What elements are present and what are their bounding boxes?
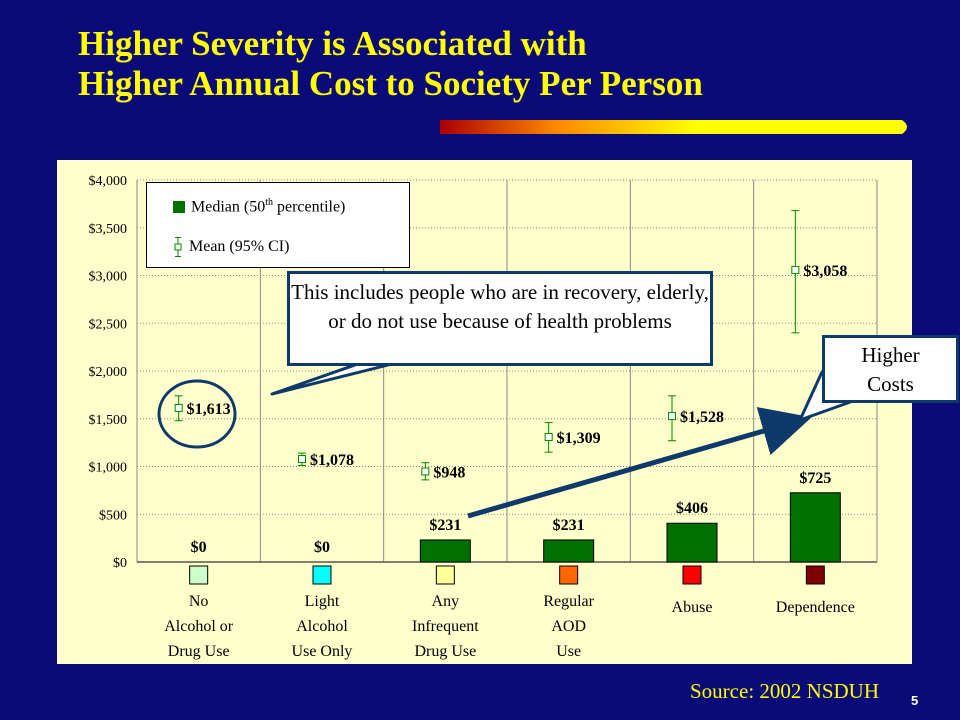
title-line-1: Higher Severity is Associated with bbox=[78, 24, 587, 63]
mean-value-label: $1,613 bbox=[187, 401, 231, 418]
median-value-label: $231 bbox=[553, 517, 585, 534]
y-tick-label: $1,500 bbox=[89, 413, 128, 428]
category-label: Regular bbox=[543, 593, 594, 610]
category-label: AOD bbox=[551, 618, 586, 635]
slide-title: Higher Severity is Associated with Highe… bbox=[78, 24, 703, 104]
source-note: Source: 2002 NSDUH bbox=[690, 679, 879, 703]
category-label: Drug Use bbox=[414, 643, 476, 660]
category-label: Use bbox=[556, 643, 581, 660]
category-label: Abuse bbox=[672, 599, 713, 616]
median-bar bbox=[543, 539, 595, 563]
mean-value-label: $1,528 bbox=[680, 409, 724, 426]
legend-mean-row: Mean (95% CI) bbox=[153, 237, 289, 257]
legend-median-label: Median (50th percentile) bbox=[191, 197, 346, 216]
legend-median-swatch bbox=[173, 200, 185, 213]
y-tick-label: $3,000 bbox=[89, 270, 128, 285]
category-swatch bbox=[805, 565, 825, 585]
median-value-label: $231 bbox=[429, 517, 461, 534]
category-label: Alcohol bbox=[296, 618, 348, 635]
category-swatch bbox=[682, 565, 702, 585]
y-tick-label: $3,500 bbox=[89, 222, 128, 237]
legend-median-row: Median (50th percentile) bbox=[153, 197, 345, 216]
higher-costs-callout: Higher Costs bbox=[822, 335, 959, 403]
category-label: No bbox=[189, 593, 209, 610]
mean-marker bbox=[668, 412, 676, 421]
mean-marker bbox=[298, 455, 306, 464]
health-note-callout: This includes people who are in recovery… bbox=[287, 271, 713, 366]
mean-marker bbox=[544, 432, 553, 441]
category-swatch bbox=[189, 565, 209, 585]
y-tick-label: $1,000 bbox=[89, 461, 128, 476]
y-tick-label: $4,000 bbox=[89, 174, 128, 189]
median-value-label: $0 bbox=[191, 539, 207, 556]
mean-marker bbox=[791, 265, 800, 274]
median-value-label: $0 bbox=[314, 539, 330, 556]
category-label: Drug Use bbox=[168, 643, 230, 660]
title-line-2: Higher Annual Cost to Society Per Person bbox=[78, 64, 703, 103]
mean-marker bbox=[174, 403, 183, 412]
median-bar bbox=[789, 492, 841, 563]
y-tick-label: $2,500 bbox=[89, 317, 128, 332]
page-number: 5 bbox=[911, 693, 919, 708]
category-label: Use Only bbox=[292, 643, 353, 660]
median-bar bbox=[666, 522, 718, 563]
legend-mean-symbol bbox=[174, 237, 182, 257]
category-swatch bbox=[312, 565, 332, 585]
y-tick-label: $0 bbox=[113, 556, 127, 571]
category-swatch bbox=[559, 565, 579, 585]
category-label: Infrequent bbox=[412, 618, 479, 635]
mean-value-label: $3,058 bbox=[803, 263, 847, 280]
mean-value-label: $948 bbox=[433, 464, 465, 481]
median-value-label: $725 bbox=[799, 470, 831, 487]
title-underline-bar bbox=[440, 120, 907, 134]
category-label: Light bbox=[305, 593, 340, 610]
chart-legend: Median (50th percentile) Mean (95% CI) bbox=[146, 182, 410, 268]
category-label: Any bbox=[432, 593, 460, 610]
category-swatch bbox=[435, 565, 455, 585]
median-bar bbox=[419, 539, 471, 563]
mean-value-label: $1,078 bbox=[310, 452, 354, 469]
y-tick-label: $500 bbox=[99, 508, 127, 523]
mean-value-label: $1,309 bbox=[557, 430, 601, 447]
category-label: Dependence bbox=[776, 599, 855, 616]
legend-mean-label: Mean (95% CI) bbox=[189, 238, 290, 255]
mean-marker bbox=[421, 467, 430, 476]
higher-costs-line-1: Higher bbox=[861, 343, 920, 367]
category-label: Alcohol or bbox=[164, 618, 234, 635]
higher-costs-line-2: Costs bbox=[867, 372, 914, 396]
y-tick-label: $2,000 bbox=[89, 365, 128, 380]
median-value-label: $406 bbox=[676, 500, 708, 517]
